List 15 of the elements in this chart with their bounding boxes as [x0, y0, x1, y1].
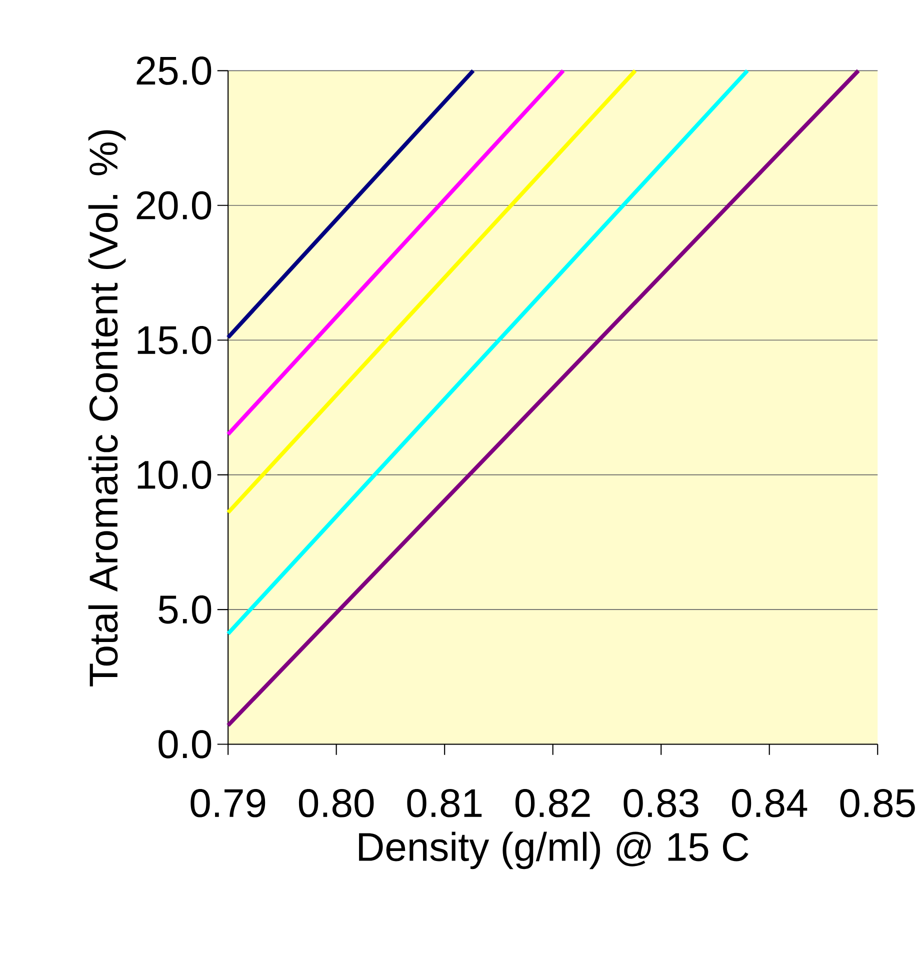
- y-tick-label: 15.0: [138, 326, 212, 354]
- x-tick-label: 0.82: [515, 788, 590, 818]
- y-axis-title: Total Aromatic Content (Vol. %): [88, 130, 126, 686]
- x-tick-label: 0.83: [624, 788, 698, 818]
- y-tick-label: 25.0: [136, 56, 212, 85]
- y-tick-label: 5.0: [158, 595, 212, 624]
- x-axis-title: Density (g/ml) @ 15 C: [359, 832, 748, 870]
- y-tick-label: 10.0: [138, 460, 212, 489]
- y-tick-label: 20.0: [136, 191, 212, 220]
- x-tick-label: 0.84: [732, 788, 808, 818]
- y-tick-label: 0.0: [158, 730, 212, 758]
- x-tick-label: 0.79: [190, 788, 266, 818]
- x-tick-label: 0.80: [298, 788, 374, 818]
- x-tick-label: 0.85: [840, 788, 915, 818]
- x-tick-label: 0.81: [407, 788, 482, 818]
